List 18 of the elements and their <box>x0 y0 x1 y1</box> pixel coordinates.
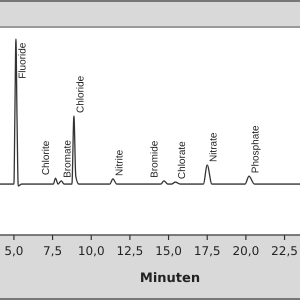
annotation: Chloride <box>75 75 86 114</box>
annotation: Nitrite <box>114 149 126 176</box>
annotation: Nitrate <box>208 132 220 162</box>
annotation: Bromate <box>62 140 74 178</box>
annotation: Phosphate <box>250 124 262 174</box>
x-tick-label: 12,5 <box>116 244 144 258</box>
x-tick-label: 20,0 <box>232 244 260 258</box>
x-tick-label: 22,5 <box>271 244 298 258</box>
x-tick-label: 17,5 <box>194 244 221 258</box>
annotation: Chlorite <box>40 140 52 176</box>
annotation: Chlorate <box>176 140 188 180</box>
x-tick-label: 5,0 <box>4 244 24 258</box>
annotation: Bromide <box>149 140 160 178</box>
x-tick-label: 7,5 <box>43 244 62 258</box>
annotation: Fluoride <box>17 42 28 79</box>
x-axis-title: Minuten <box>140 271 200 286</box>
x-tick-label: 15,0 <box>155 244 182 258</box>
x-tick-label: 10,0 <box>78 244 105 258</box>
